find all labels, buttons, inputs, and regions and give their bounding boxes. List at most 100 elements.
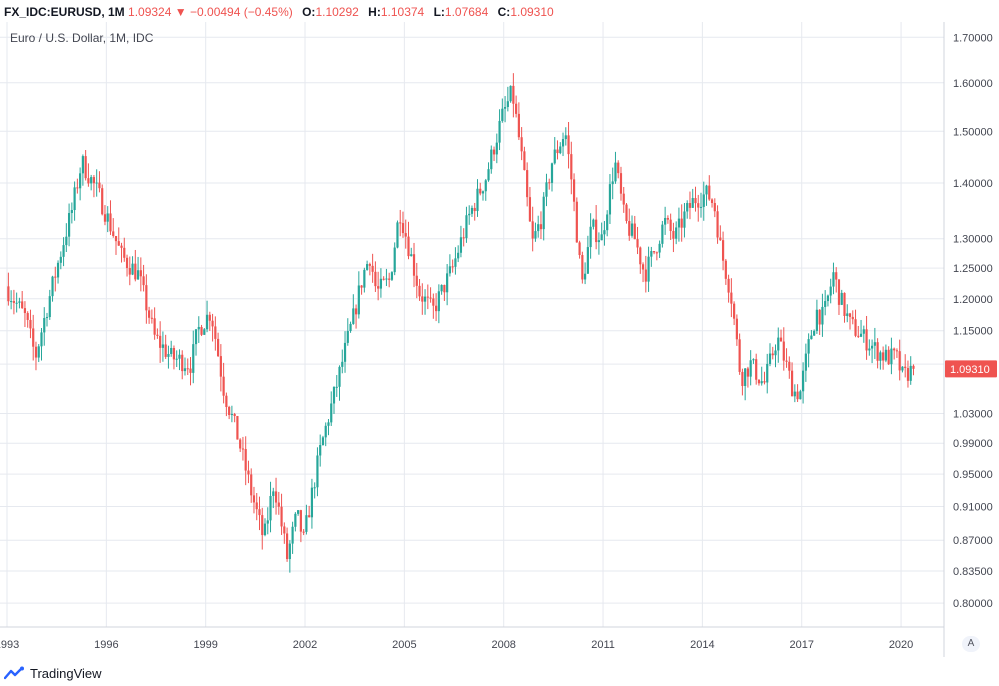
footer[interactable]: TradingView xyxy=(4,662,102,684)
candle-body xyxy=(721,240,725,261)
candle-body xyxy=(793,391,796,397)
candle-body xyxy=(150,317,153,319)
candle-body xyxy=(65,236,68,246)
candle-body xyxy=(647,256,650,282)
open-label: O: xyxy=(302,5,316,19)
candle-body xyxy=(459,237,463,253)
candle-body xyxy=(570,154,573,180)
time-axis[interactable]: 1993 1996 1999 2002 2005 2008 2011 2014 2017 2020 xyxy=(0,639,913,651)
candle-body xyxy=(470,207,474,214)
candle-body xyxy=(614,162,617,182)
candle-body xyxy=(81,156,84,174)
candle-body xyxy=(448,266,451,274)
candle-body xyxy=(56,262,60,278)
candle-body xyxy=(192,344,195,373)
candle-body xyxy=(733,303,736,319)
candle-body xyxy=(741,371,744,386)
candle-body xyxy=(644,269,647,282)
candle-body xyxy=(29,319,32,329)
candle-body xyxy=(545,182,548,197)
last-price-tag: 1.09310 xyxy=(945,360,997,378)
price-change: −0.00494 (−0.45%) xyxy=(190,5,293,19)
candle-body xyxy=(324,425,327,438)
candle-body xyxy=(216,338,220,357)
candle-body xyxy=(884,349,887,361)
candle-body xyxy=(597,240,601,243)
candle-body xyxy=(291,526,294,544)
candle-body xyxy=(250,474,253,496)
candle-body xyxy=(531,221,534,239)
candle-body xyxy=(412,254,416,276)
candle-body xyxy=(125,257,129,269)
candle-body xyxy=(837,279,841,305)
candle-body xyxy=(481,191,485,194)
candle-body xyxy=(114,235,118,242)
candle-body xyxy=(443,284,446,293)
candle-body xyxy=(542,196,545,230)
candle-body xyxy=(374,271,377,287)
y-tick-label: 0.87000 xyxy=(953,535,993,547)
candle-body xyxy=(175,358,178,360)
candle-body xyxy=(244,449,247,471)
candle-body xyxy=(768,353,772,364)
candle-body xyxy=(388,278,391,280)
candle-body xyxy=(688,203,692,208)
candle-body xyxy=(252,495,256,503)
candle-body xyxy=(639,247,642,265)
candle-body xyxy=(628,221,631,236)
candle-body xyxy=(34,346,38,358)
candle-body xyxy=(829,286,832,296)
candle-body xyxy=(23,308,27,314)
candle-body xyxy=(181,354,184,372)
candle-body xyxy=(415,275,418,286)
symbol-name[interactable]: FX_IDC:EURUSD, 1M xyxy=(4,5,125,19)
candle-body xyxy=(272,491,275,496)
candle-body xyxy=(98,182,101,189)
candle-body xyxy=(848,313,852,317)
low-label: L: xyxy=(433,5,445,19)
last-price-tag-text: 1.09310 xyxy=(950,364,990,376)
candle-body xyxy=(103,214,107,222)
y-tick-label: 1.03000 xyxy=(953,408,993,420)
candle-body xyxy=(840,292,843,305)
candle-body xyxy=(437,291,440,312)
y-tick-label: 1.50000 xyxy=(953,126,993,138)
candle-body xyxy=(906,368,910,381)
candle-body xyxy=(341,361,344,367)
candle-body xyxy=(87,178,90,184)
candle-body xyxy=(112,231,115,236)
candle-body xyxy=(818,309,821,325)
candle-body xyxy=(774,350,777,356)
candle-body xyxy=(699,206,703,208)
candle-body xyxy=(338,366,341,387)
price-axis[interactable]: 0.80000 0.83500 0.87000 0.91000 0.95000 0.990… xyxy=(953,32,993,610)
candle-body xyxy=(418,285,421,297)
candle-body xyxy=(10,301,13,303)
candle-body xyxy=(575,201,578,243)
y-tick-label: 1.60000 xyxy=(953,78,993,90)
candle-body xyxy=(302,531,305,533)
candle-body xyxy=(109,213,112,232)
candle-body xyxy=(799,391,802,400)
candle-body xyxy=(131,263,134,275)
candle-body xyxy=(890,348,893,365)
candle-body xyxy=(813,330,816,336)
auto-scale-button[interactable]: A xyxy=(962,636,980,652)
candle-body xyxy=(434,305,438,312)
candle-body xyxy=(73,187,76,211)
candle-body xyxy=(548,182,551,184)
candle-body xyxy=(586,247,589,274)
candle-body xyxy=(652,251,656,253)
candle-body xyxy=(343,342,347,362)
candle-body xyxy=(501,108,504,121)
candle-body xyxy=(101,188,104,215)
candle-body xyxy=(854,319,857,336)
candle-body xyxy=(371,265,374,272)
candle-body xyxy=(567,135,570,155)
candle-body xyxy=(479,188,482,194)
candle-body xyxy=(669,219,672,231)
candle-body xyxy=(366,264,369,270)
candle-body xyxy=(40,332,43,347)
candle-body xyxy=(43,318,46,333)
